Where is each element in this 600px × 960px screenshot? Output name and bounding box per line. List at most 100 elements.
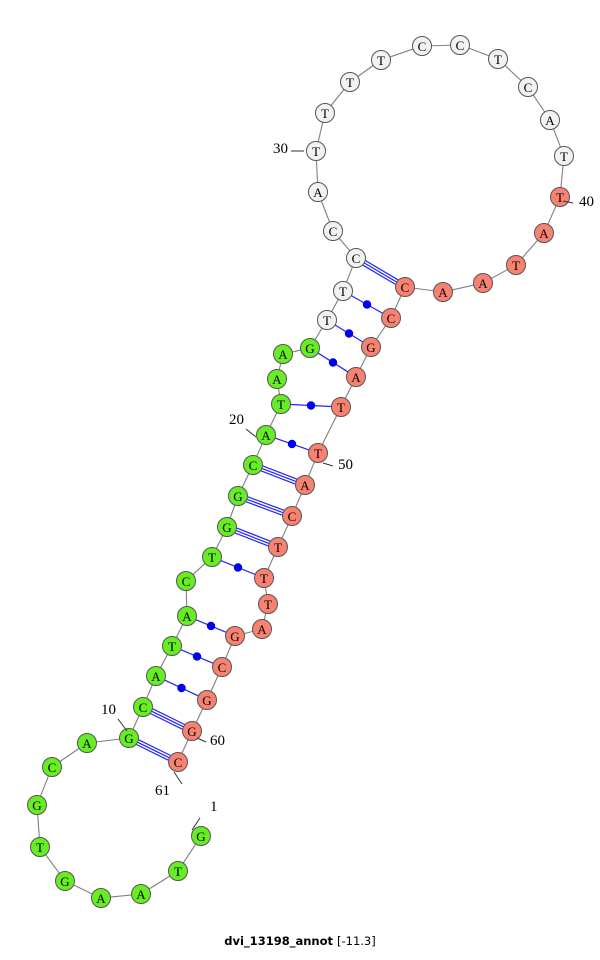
position-number-50: 50: [338, 457, 353, 473]
nucleotide[interactable]: G: [197, 690, 217, 710]
nucleotide[interactable]: A: [273, 344, 293, 364]
nucleotide-circle: [55, 871, 75, 891]
nucleotide[interactable]: C: [176, 571, 196, 591]
nucleotide[interactable]: C: [395, 277, 415, 297]
nucleotide[interactable]: A: [433, 282, 453, 302]
figure-caption: dvi_13198_annot [-11.3]: [0, 934, 600, 948]
nucleotide-circle: [371, 50, 391, 70]
nucleotide[interactable]: C: [212, 657, 232, 677]
nucleotide[interactable]: A: [131, 884, 151, 904]
backbone-link: [521, 239, 539, 259]
backbone-link: [45, 854, 60, 874]
backbone-link: [552, 128, 562, 148]
nucleotide-circle: [308, 182, 328, 202]
nucleotide[interactable]: T: [550, 187, 570, 207]
base-pair-triple-line: [365, 260, 399, 281]
nucleotide[interactable]: G: [182, 721, 202, 741]
nucleotide[interactable]: A: [146, 666, 166, 686]
backbone-link: [345, 266, 354, 283]
nucleotide[interactable]: T: [340, 72, 360, 92]
nucleotide[interactable]: T: [162, 636, 182, 656]
nucleotide[interactable]: T: [254, 568, 274, 588]
base-pair-dot: [177, 683, 186, 693]
nucleotide[interactable]: C: [282, 506, 302, 526]
nucleotide[interactable]: T: [308, 443, 328, 463]
nucleotide[interactable]: G: [361, 337, 381, 357]
nucleotide[interactable]: G: [191, 826, 211, 846]
nucleotide[interactable]: A: [267, 369, 287, 389]
nucleotide[interactable]: G: [27, 795, 47, 815]
nucleotide-circle: [395, 277, 415, 297]
nucleotide-circle: [258, 594, 278, 614]
nucleotide[interactable]: A: [308, 182, 328, 202]
nucleotide[interactable]: T: [506, 255, 526, 275]
nucleotide[interactable]: A: [177, 606, 197, 626]
nucleotide-circle: [412, 36, 432, 56]
nucleotide[interactable]: A: [77, 733, 97, 753]
nucleotide[interactable]: A: [540, 110, 560, 130]
nucleotide[interactable]: A: [346, 367, 366, 387]
nucleotide[interactable]: T: [271, 394, 291, 414]
nucleotide-circle: [534, 223, 554, 243]
base-pair-triple-line: [234, 532, 269, 547]
nucleotide-circle: [212, 657, 232, 677]
nucleotide[interactable]: G: [300, 338, 320, 358]
nucleotide[interactable]: T: [315, 103, 335, 123]
backbone-link: [314, 327, 323, 341]
nucleotide[interactable]: C: [346, 248, 366, 268]
nucleotide[interactable]: C: [450, 35, 470, 55]
nucleotide-circle: [243, 455, 263, 475]
nucleotide[interactable]: A: [91, 888, 111, 908]
nucleotide[interactable]: A: [256, 425, 276, 445]
nucleotide[interactable]: T: [30, 837, 50, 857]
base-pair-triple-line: [235, 529, 270, 545]
backbone-link: [414, 287, 434, 292]
backbone-link: [452, 284, 474, 291]
nucleotide[interactable]: A: [534, 223, 554, 243]
base-pair-triple-line: [151, 710, 184, 728]
nucleotide[interactable]: T: [371, 50, 391, 70]
nucleotide-circle: [168, 752, 188, 772]
nucleotide[interactable]: T: [488, 49, 508, 69]
backbone-link: [256, 443, 263, 457]
nucleotide[interactable]: G: [228, 486, 248, 506]
nucleotide[interactable]: T: [554, 146, 574, 166]
nucleotide[interactable]: T: [268, 537, 288, 557]
nucleotide-circle: [473, 273, 493, 293]
nucleotide[interactable]: T: [258, 594, 278, 614]
nucleotide[interactable]: C: [412, 36, 432, 56]
nucleotide[interactable]: T: [317, 310, 337, 330]
position-number-60: 60: [210, 733, 225, 749]
nucleotide[interactable]: C: [323, 221, 343, 241]
nucleotide[interactable]: C: [518, 77, 538, 97]
nucleotide[interactable]: G: [225, 626, 245, 646]
nucleotide[interactable]: A: [252, 619, 272, 639]
position-number-1: 1: [210, 799, 218, 815]
nucleotide[interactable]: A: [295, 475, 315, 495]
nucleotide-circle: [30, 837, 50, 857]
nucleotide[interactable]: G: [217, 517, 237, 537]
nucleotide[interactable]: A: [473, 273, 493, 293]
nucleotide-circle: [331, 397, 351, 417]
nucleotide-circle: [306, 141, 326, 161]
nucleotide[interactable]: G: [119, 728, 139, 748]
nucleotide[interactable]: C: [243, 455, 263, 475]
nucleotide[interactable]: T: [306, 141, 326, 161]
nucleotide[interactable]: T: [331, 397, 351, 417]
nucleotide-circle: [308, 443, 328, 463]
nucleotide[interactable]: C: [168, 752, 188, 772]
position-number-10: 10: [101, 702, 116, 718]
nucleotide-circle: [119, 728, 139, 748]
backbone-link: [181, 739, 189, 754]
nucleotide[interactable]: C: [133, 697, 153, 717]
nucleotide[interactable]: G: [55, 871, 75, 891]
backbone-link: [132, 715, 140, 730]
backbone-link: [317, 122, 324, 142]
nucleotide[interactable]: T: [168, 861, 188, 881]
nucleotide-circle: [254, 568, 274, 588]
nucleotide[interactable]: T: [202, 547, 222, 567]
nucleotide[interactable]: C: [42, 757, 62, 777]
nucleotide[interactable]: T: [333, 281, 353, 301]
nucleotide[interactable]: C: [381, 308, 401, 328]
